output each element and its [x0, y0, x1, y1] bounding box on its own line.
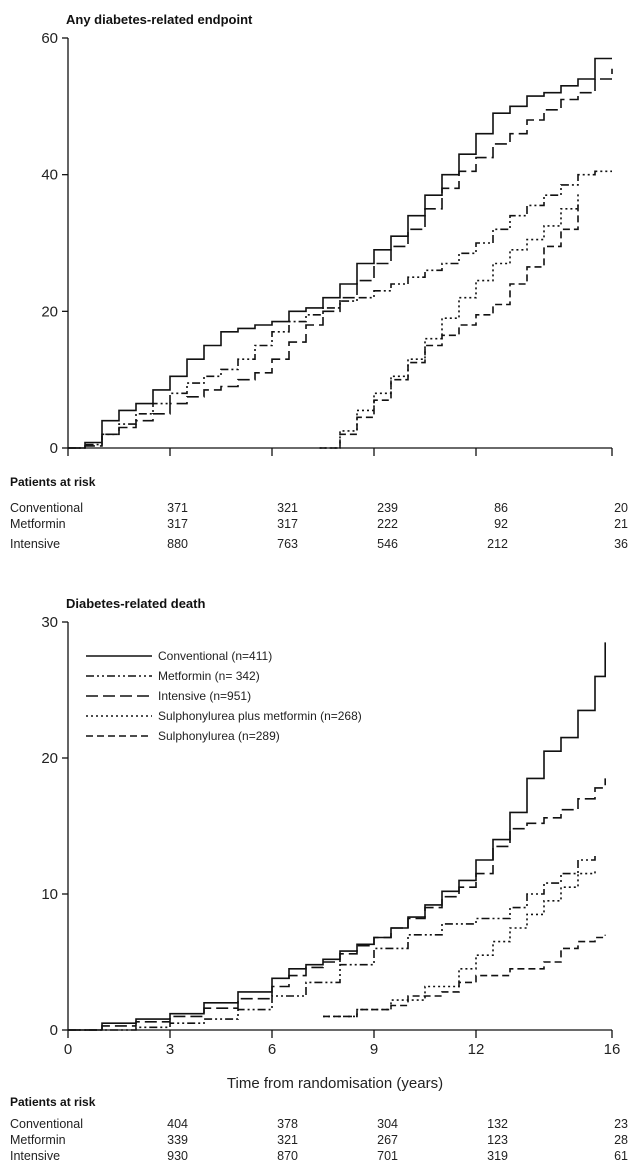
series-line-sulph-metformin [319, 191, 579, 449]
risk-table: Patients at risk Conventional 371 321 239 86 2… [10, 475, 628, 551]
series-line-conventional [68, 642, 606, 1031]
y-tick-label: 0 [50, 1022, 58, 1039]
series-line-sulphonylurea [323, 934, 606, 1018]
y-tick-label: 10 [41, 886, 58, 903]
risk-row-label: Intensive [10, 1149, 60, 1163]
risk-cell: 222 [377, 517, 398, 531]
legend-label: Sulphonylurea (n=289) [158, 729, 280, 743]
risk-cell: 267 [377, 1133, 398, 1147]
risk-cell: 304 [377, 1117, 398, 1131]
risk-table-heading: Patients at risk [10, 475, 96, 489]
risk-cell: 546 [377, 537, 398, 551]
panel-diabetes-related-death: Diabetes-related death Time from randomi… [10, 596, 628, 1163]
risk-cell: 36 [614, 537, 628, 551]
series-line-intensive [68, 778, 606, 1031]
x-tick-label: 12 [468, 1041, 485, 1058]
risk-cell: 404 [167, 1117, 188, 1131]
risk-cell: 321 [277, 1133, 298, 1147]
x-tick-label: 16 [604, 1041, 621, 1058]
risk-cell: 212 [487, 537, 508, 551]
risk-cell: 61 [614, 1149, 628, 1163]
risk-cell: 239 [377, 501, 398, 515]
y-tick-label: 20 [41, 750, 58, 767]
y-tick-label: 30 [41, 614, 58, 631]
series-line-conventional [68, 57, 612, 449]
x-tick-label: 0 [64, 1041, 72, 1058]
risk-cell: 28 [614, 1133, 628, 1147]
series-line-intensive [68, 68, 613, 449]
risk-cell: 21 [614, 517, 628, 531]
risk-table: Patients at risk Conventional 404 378 304 132… [10, 1095, 628, 1163]
risk-row-label: Conventional [10, 1117, 83, 1131]
chart-title: Diabetes-related death [66, 596, 205, 611]
legend-label: Metformin (n= 342) [158, 669, 260, 683]
risk-cell: 371 [167, 501, 188, 515]
legend-label: Intensive (n=951) [158, 689, 251, 703]
risk-cell: 92 [494, 517, 508, 531]
plot-area [68, 642, 606, 1031]
risk-cell: 763 [277, 537, 298, 551]
risk-cell: 132 [487, 1117, 508, 1131]
risk-row-label: Metformin [10, 1133, 66, 1147]
risk-cell: 319 [487, 1149, 508, 1163]
risk-table-heading: Patients at risk [10, 1095, 96, 1109]
risk-cell: 378 [277, 1117, 298, 1131]
x-tick-label: 9 [370, 1041, 378, 1058]
series-line-metformin [68, 855, 596, 1031]
risk-cell: 123 [487, 1133, 508, 1147]
risk-cell: 870 [277, 1149, 298, 1163]
legend-label: Sulphonylurea plus metformin (n=268) [158, 709, 362, 723]
y-tick-label: 40 [41, 167, 58, 184]
risk-cell: 317 [167, 517, 188, 531]
risk-row-label: Conventional [10, 501, 83, 515]
risk-cell: 23 [614, 1117, 628, 1131]
x-tick-label: 3 [166, 1041, 174, 1058]
risk-cell: 930 [167, 1149, 188, 1163]
risk-cell: 86 [494, 501, 508, 515]
risk-cell: 321 [277, 501, 298, 515]
legend-label: Conventional (n=411) [158, 649, 272, 663]
risk-cell: 701 [377, 1149, 398, 1163]
legend: Conventional (n=411) Metformin (n= 342) In… [86, 649, 362, 743]
chart-title: Any diabetes-related endpoint [66, 12, 253, 27]
series-line-sulphonylurea [319, 205, 579, 449]
axes: 0 20 40 60 [41, 30, 613, 457]
plot-area [68, 57, 613, 449]
y-tick-label: 20 [41, 303, 58, 320]
y-tick-label: 60 [41, 30, 58, 47]
risk-cell: 20 [614, 501, 628, 515]
panel-any-diabetes-related-endpoint: Any diabetes-related endpoint 0 20 40 60 Pa… [10, 12, 628, 551]
risk-row-label: Intensive [10, 537, 60, 551]
x-tick-label: 6 [268, 1041, 276, 1058]
axes: 0 10 20 30 0 3 6 9 12 16 [41, 614, 620, 1058]
risk-cell: 880 [167, 537, 188, 551]
risk-row-label: Metformin [10, 517, 66, 531]
x-axis-label: Time from randomisation (years) [227, 1075, 443, 1092]
y-tick-label: 0 [50, 440, 58, 457]
risk-cell: 339 [167, 1133, 188, 1147]
risk-cell: 317 [277, 517, 298, 531]
